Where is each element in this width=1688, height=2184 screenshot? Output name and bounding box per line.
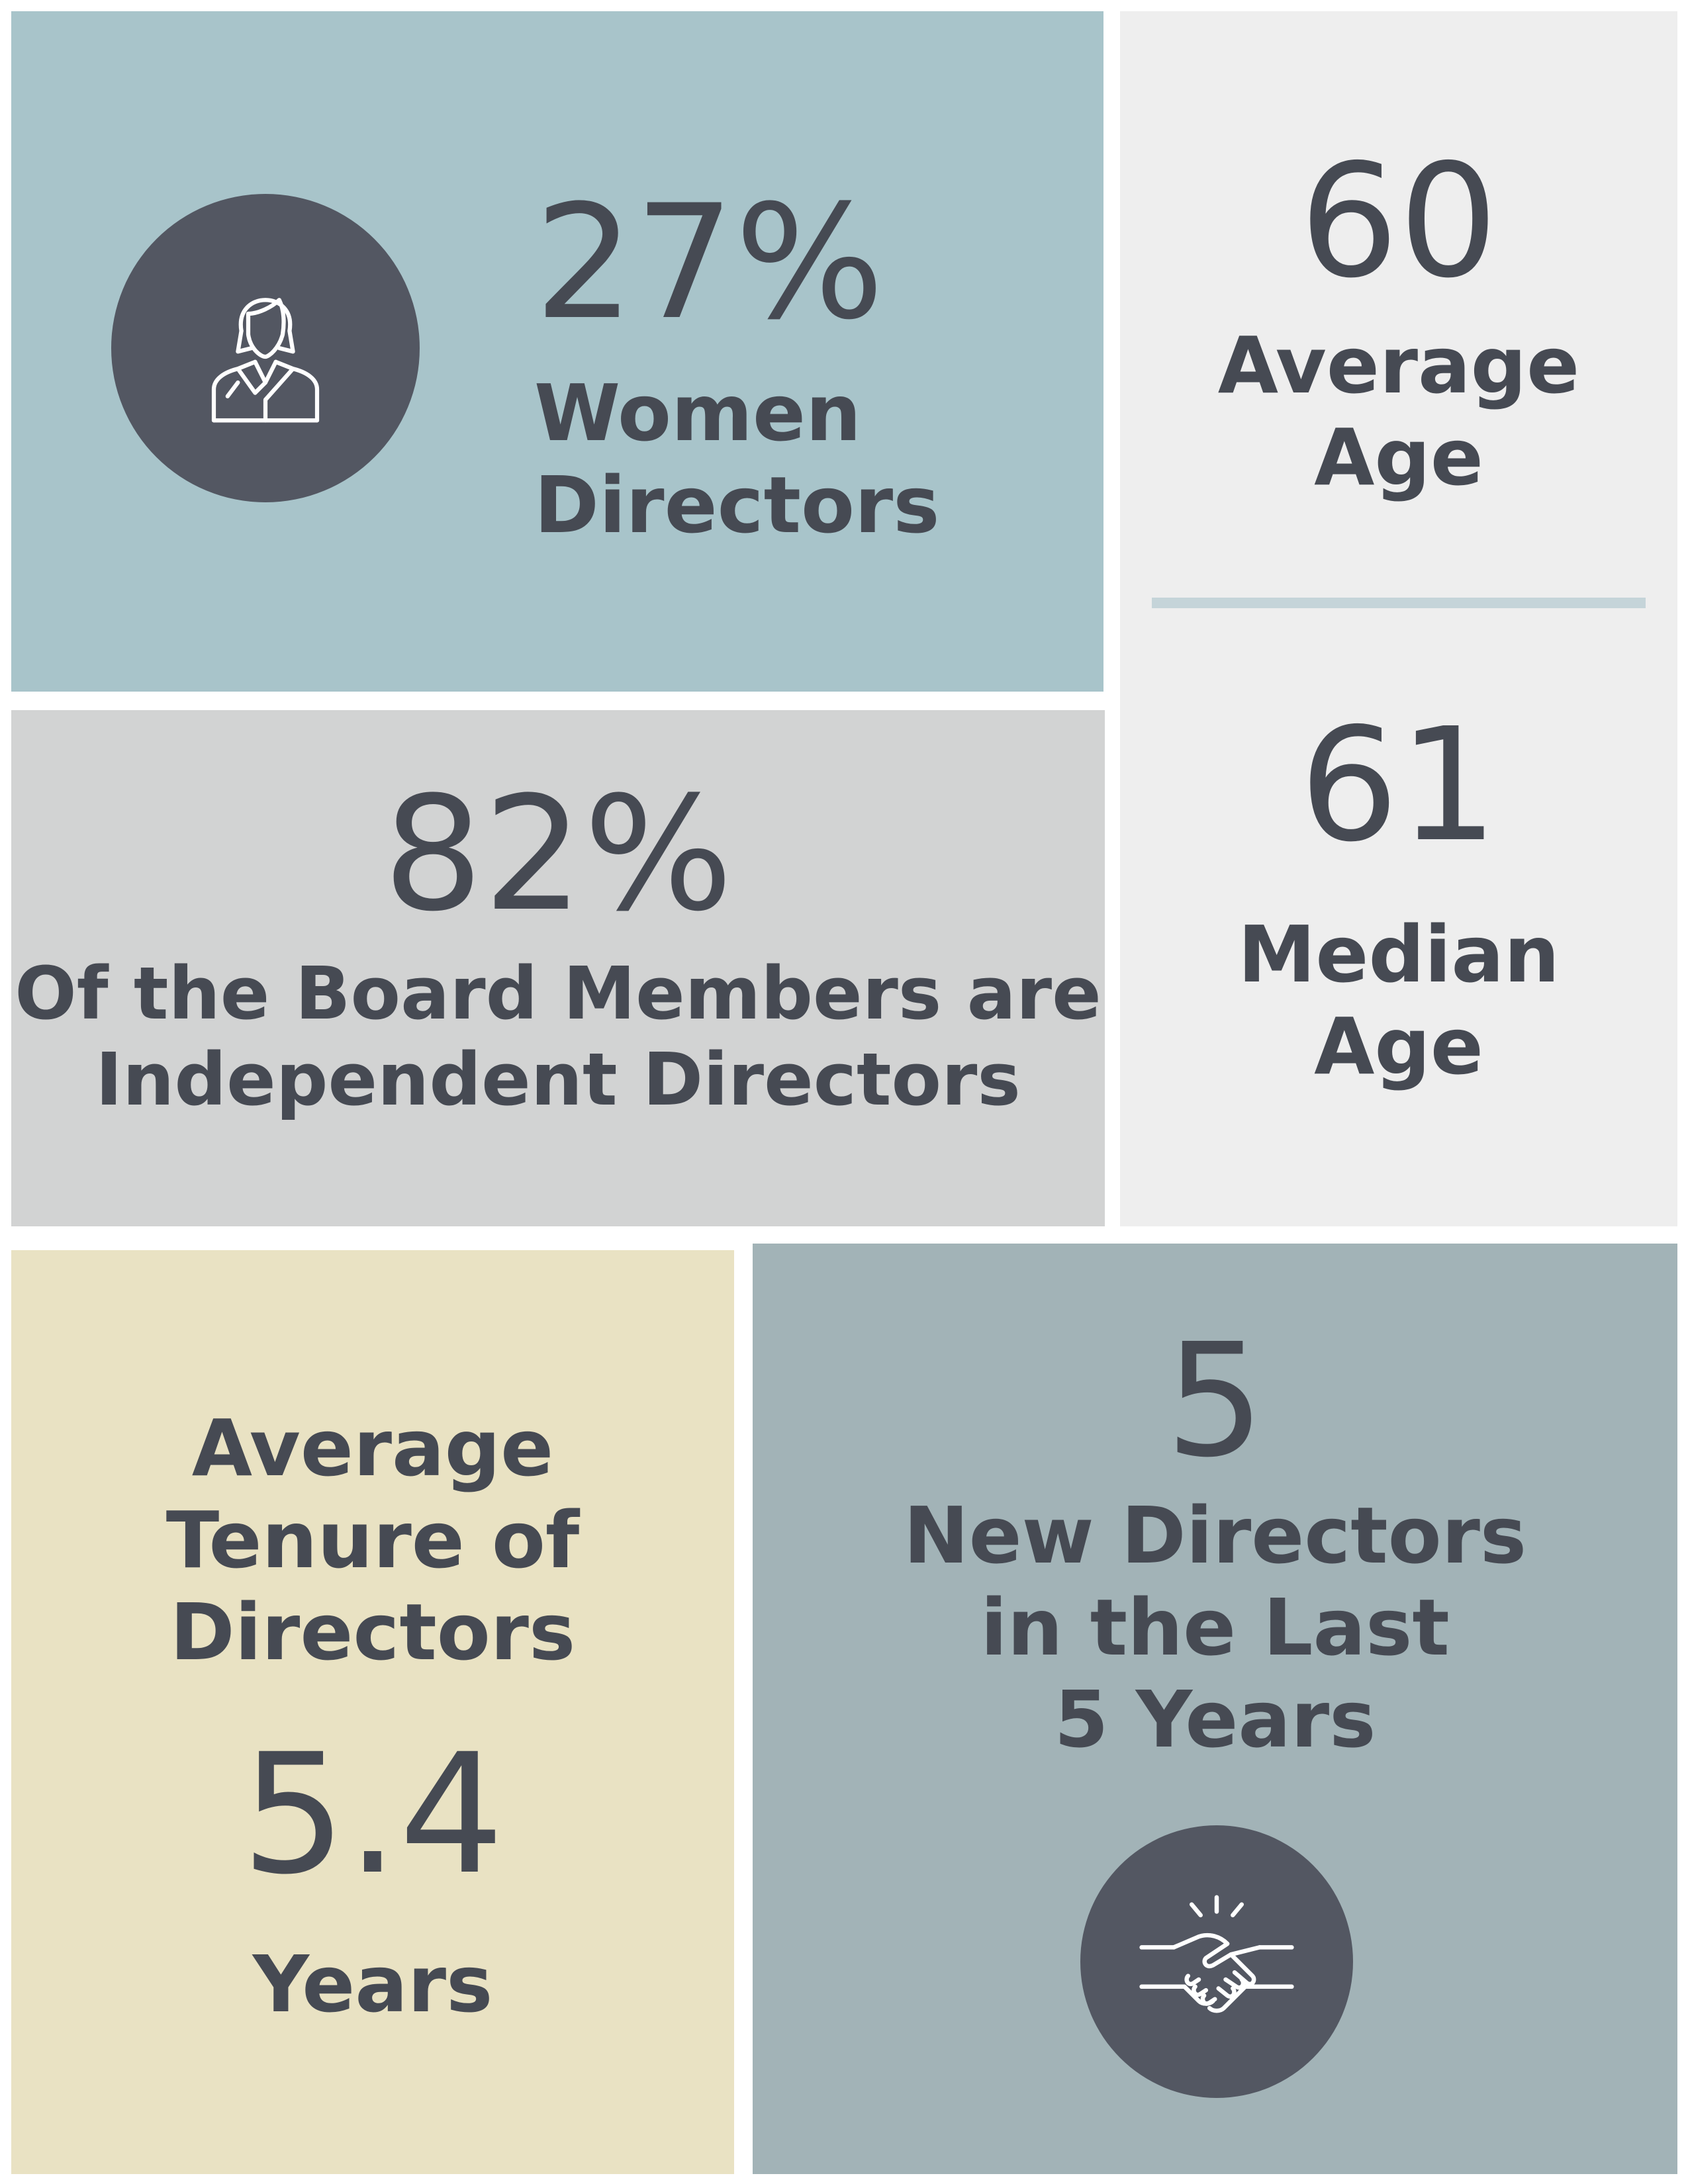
handshake-icon <box>1080 1825 1353 2098</box>
new-directors-value: 5 <box>1165 1310 1265 1492</box>
new-directors-label-line3: 5 Years <box>1054 1674 1376 1766</box>
women-directors-label-line2: Directors <box>534 459 940 551</box>
women-directors-label: Women Directors <box>534 367 940 551</box>
median-age-label-line1: Median <box>1237 909 1560 1000</box>
average-tenure-label-line3: Directors <box>169 1586 576 1678</box>
women-directors-label-line1: Women <box>534 367 862 459</box>
average-age-value: 60 <box>1299 130 1499 312</box>
average-tenure-label-line2: Tenure of <box>165 1494 580 1586</box>
average-age-label-line2: Age <box>1314 412 1483 504</box>
new-directors-label-line2: in the Last <box>980 1582 1450 1674</box>
businesswoman-icon <box>111 194 420 502</box>
independent-directors-tile: 82% Of the Board Members are Independent… <box>11 710 1105 1226</box>
average-tenure-value: 5.4 <box>241 1718 504 1911</box>
women-directors-percentage: 27% <box>534 171 884 355</box>
median-age-label: Median Age <box>1120 909 1677 1093</box>
median-age-label-line2: Age <box>1314 1001 1483 1093</box>
age-divider <box>1152 598 1646 608</box>
average-tenure-tile: Average Tenure of Directors 5.4 Years <box>11 1250 734 2174</box>
average-age-label-line1: Average <box>1217 320 1580 411</box>
age-tile: 60 Average Age 61 Median Age <box>1120 11 1677 1226</box>
average-tenure-label-line1: Average <box>191 1402 554 1494</box>
new-directors-label: New Directors in the Last 5 Years <box>753 1490 1677 1766</box>
independent-directors-label-line2: Independent Directors <box>95 1036 1021 1122</box>
average-tenure-unit: Years <box>252 1938 493 2030</box>
average-age-label: Average Age <box>1120 320 1677 504</box>
median-age-value: 61 <box>1299 694 1499 876</box>
women-directors-tile: 27% Women Directors <box>11 11 1103 692</box>
independent-directors-percentage: 82% <box>383 763 733 946</box>
average-tenure-label: Average Tenure of Directors <box>11 1402 734 1679</box>
new-directors-label-line1: New Directors <box>903 1490 1527 1581</box>
independent-directors-label: Of the Board Members are Independent Dir… <box>11 951 1105 1123</box>
new-directors-tile: 5 New Directors in the Last 5 Years <box>753 1244 1677 2174</box>
independent-directors-label-line1: Of the Board Members are <box>15 951 1102 1036</box>
